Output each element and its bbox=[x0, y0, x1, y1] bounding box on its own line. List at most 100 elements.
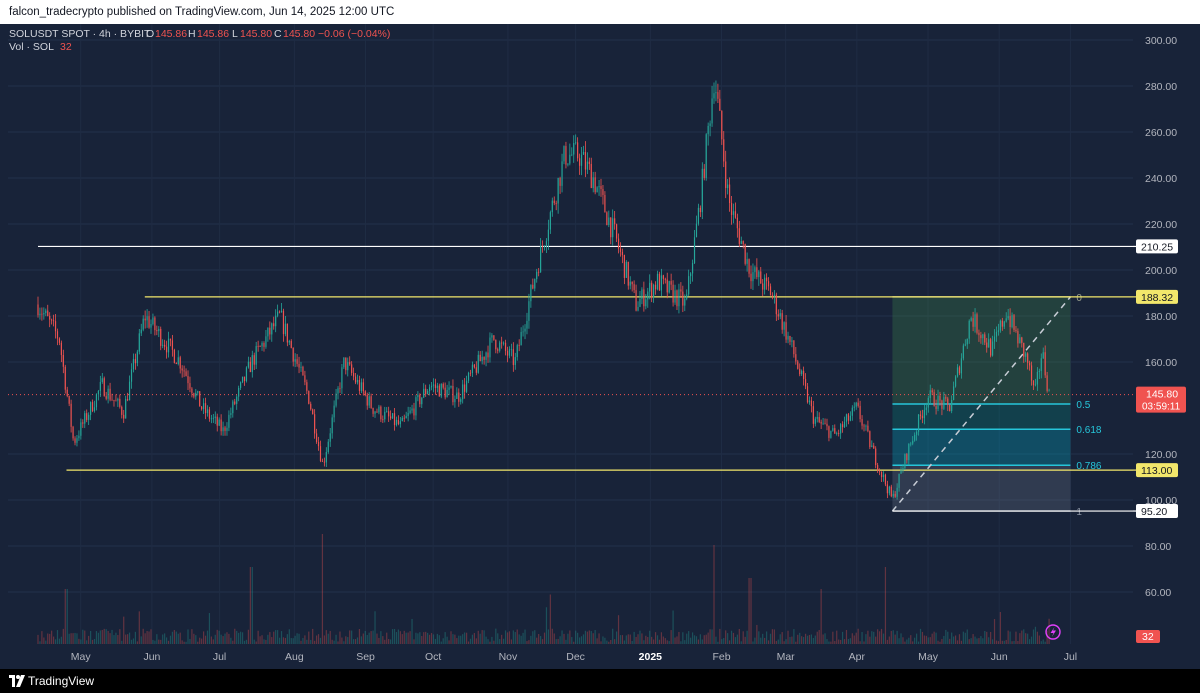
volume-bar bbox=[123, 616, 125, 644]
candle-body bbox=[524, 328, 526, 332]
volume-bar bbox=[606, 640, 608, 644]
candle-body bbox=[522, 331, 524, 333]
candle-body bbox=[534, 279, 536, 289]
chart-area[interactable]: 0 0.5 0.618 0.786 1 300.00 280.00 260.00 240.00… bbox=[0, 24, 1200, 669]
candle-body bbox=[658, 273, 661, 291]
candle-body bbox=[861, 419, 863, 426]
volume-tag-label: 32 bbox=[1142, 631, 1154, 643]
volume-bar bbox=[559, 636, 561, 644]
candle-body bbox=[615, 224, 618, 239]
legend-volume-label[interactable]: Vol · SOL bbox=[9, 41, 54, 53]
volume-bar bbox=[820, 589, 822, 644]
candle-body bbox=[288, 340, 290, 343]
price-level-tag[interactable] bbox=[1136, 504, 1178, 519]
volume-bar bbox=[684, 640, 686, 644]
volume-bar bbox=[1003, 640, 1005, 644]
fibonacci-retracement[interactable]: 0 0.5 0.618 0.786 1 bbox=[891, 293, 1102, 518]
volume-bar bbox=[882, 633, 885, 644]
volume-bar bbox=[310, 639, 312, 644]
candle-body bbox=[113, 399, 115, 401]
price-level-tag[interactable] bbox=[1136, 463, 1178, 478]
volume-bar bbox=[884, 567, 887, 644]
candle-body bbox=[165, 346, 168, 353]
candle-body bbox=[347, 362, 349, 371]
price-axis[interactable]: 300.00 280.00 260.00 240.00 220.00 200.00 180.… bbox=[1136, 35, 1186, 643]
candle-body bbox=[812, 406, 814, 424]
volume-bar bbox=[304, 635, 306, 644]
volume-bar bbox=[218, 630, 220, 644]
volume-bar bbox=[711, 629, 713, 644]
volume-bar bbox=[183, 641, 185, 644]
candle-body bbox=[477, 354, 479, 373]
volume-bar bbox=[736, 634, 738, 644]
candle-body bbox=[442, 383, 444, 388]
candle-body bbox=[450, 386, 452, 388]
volume-bar bbox=[1042, 639, 1044, 644]
candle-body bbox=[119, 398, 121, 407]
legend-symbol[interactable]: SOLUSDT SPOT · 4h · BYBIT bbox=[9, 28, 151, 40]
volume-bar bbox=[982, 638, 984, 644]
volume-bar bbox=[206, 630, 209, 644]
volume-bar bbox=[849, 638, 851, 644]
candle-body bbox=[540, 245, 542, 273]
candle-body bbox=[456, 392, 458, 399]
volume-bar bbox=[491, 636, 493, 644]
fib-trend-line[interactable] bbox=[891, 296, 1072, 512]
volume-bar bbox=[651, 636, 653, 644]
legend-close-label: C bbox=[274, 28, 282, 40]
volume-bar bbox=[397, 629, 400, 644]
current-price-tag[interactable] bbox=[1136, 386, 1186, 413]
volume-bar bbox=[448, 640, 450, 644]
fib-level-label: 0.786 bbox=[1076, 461, 1101, 472]
volume-bar bbox=[423, 632, 425, 644]
candle-body bbox=[914, 434, 916, 441]
candle-body bbox=[841, 424, 844, 428]
time-axis[interactable]: May Jun Jul Aug Sep Oct Nov Dec 2025 Feb Mar Apr May… bbox=[71, 651, 1077, 663]
price-level-tag[interactable] bbox=[1136, 289, 1178, 304]
volume-bar bbox=[284, 637, 287, 644]
volume-bar bbox=[177, 633, 179, 644]
volume-bar bbox=[189, 638, 191, 644]
candle-body bbox=[273, 323, 275, 327]
candle-body bbox=[503, 342, 505, 344]
candle-body bbox=[547, 229, 550, 241]
volume-bar bbox=[267, 634, 269, 644]
volume-bar bbox=[902, 637, 904, 644]
candle-body bbox=[530, 284, 532, 302]
candle-body bbox=[508, 349, 511, 356]
candle-body bbox=[543, 246, 546, 248]
volume-bar bbox=[1017, 641, 1019, 644]
candle-body bbox=[218, 419, 220, 426]
candle-body bbox=[58, 338, 61, 343]
price-level-tag[interactable] bbox=[1136, 239, 1178, 254]
candle-body bbox=[282, 310, 285, 335]
candle-body bbox=[873, 445, 875, 449]
candle-body bbox=[337, 388, 339, 394]
volume-bar bbox=[695, 636, 698, 644]
candle-body bbox=[319, 446, 322, 461]
candle-body bbox=[189, 383, 191, 389]
volume-bar bbox=[164, 633, 166, 644]
volume-bar bbox=[249, 567, 251, 644]
price-chart[interactable]: 0 0.5 0.618 0.786 1 300.00 280.00 260.00 240.00… bbox=[0, 24, 1200, 669]
candle-body bbox=[364, 391, 366, 395]
candle-body bbox=[775, 294, 777, 315]
candle-body bbox=[943, 397, 945, 409]
candle-body bbox=[693, 237, 696, 264]
volume-bar bbox=[497, 633, 499, 644]
volume-bar bbox=[836, 630, 838, 644]
candle-body bbox=[563, 146, 565, 162]
lightning-icon[interactable] bbox=[1045, 624, 1061, 640]
volume-bar bbox=[388, 639, 390, 644]
volume-bar bbox=[421, 635, 423, 644]
candle-body bbox=[795, 354, 797, 362]
volume-bar bbox=[845, 629, 848, 644]
volume-bar bbox=[1001, 640, 1003, 644]
candle-body bbox=[425, 388, 427, 395]
volume-bar bbox=[152, 639, 154, 644]
volume-bar bbox=[273, 631, 275, 644]
volume-bar bbox=[138, 611, 140, 644]
candle-body bbox=[526, 320, 528, 329]
candle-body bbox=[278, 311, 281, 313]
volume-bar bbox=[964, 632, 966, 644]
